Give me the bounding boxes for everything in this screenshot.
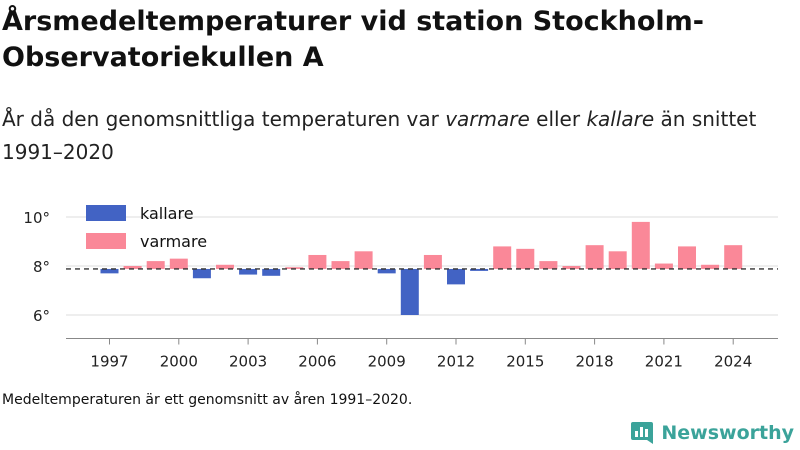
bar-2022 [678, 246, 696, 269]
x-tick-label: 2006 [298, 353, 336, 371]
x-tick-label: 2003 [229, 353, 267, 371]
subtitle-colder: kallare [586, 107, 655, 131]
brand-name: Newsworthy [661, 422, 794, 444]
bar-1997 [100, 268, 119, 274]
brand[interactable]: Newsworthy [629, 420, 794, 446]
bar-2011 [423, 254, 442, 269]
bar-2017 [562, 266, 581, 269]
bar-1998 [123, 266, 142, 269]
x-tick-label: 2024 [714, 353, 752, 371]
bar-2005 [285, 267, 304, 269]
bar-2004 [262, 268, 281, 276]
bar-chart-logo-icon [631, 422, 654, 444]
bar-2023 [701, 264, 720, 269]
bar-2016 [539, 261, 558, 269]
legend-swatch-kallare [86, 205, 126, 221]
footnote: Medeltemperaturen är ett genomsnitt av å… [2, 392, 413, 408]
bar-2021 [654, 263, 673, 269]
bar-2008 [354, 251, 373, 269]
legend-label-kallare: kallare [140, 204, 194, 223]
chart-subtitle: År då den genomsnittliga temperaturen va… [2, 103, 792, 169]
bar-2006 [308, 254, 327, 269]
bar-1999 [146, 261, 165, 269]
x-tick-label: 2015 [506, 353, 544, 371]
bar-chart: 6° 8° 10° 1997 2000 2003 2006 2009 2012 2015 2018 2… [23, 204, 778, 371]
y-tick-label: 6° [33, 307, 50, 325]
bar-2009 [377, 268, 396, 274]
x-tick-label: 2018 [576, 353, 614, 371]
x-tick-label: 1997 [90, 353, 128, 371]
bar-2013 [470, 268, 489, 271]
subtitle-warmer: varmare [445, 107, 530, 131]
bar-2003 [239, 268, 258, 275]
x-tick-label: 2009 [368, 353, 406, 371]
bar-2014 [493, 246, 512, 269]
x-tick-label: 2000 [160, 353, 198, 371]
y-tick-label: 10° [23, 209, 50, 227]
bar-2015 [516, 248, 535, 269]
bar-2001 [192, 268, 211, 279]
bar-2020 [631, 221, 650, 269]
subtitle-before: År då den genomsnittliga temperaturen va… [2, 107, 446, 131]
chart-title: Årsmedeltemperaturer vid station Stockho… [2, 6, 704, 73]
bar-2024 [724, 245, 743, 269]
bar-2010 [400, 268, 419, 315]
bar-2012 [447, 268, 465, 285]
subtitle-mid: eller [529, 107, 587, 131]
legend-swatch-varmare [86, 233, 126, 249]
bar-2007 [331, 261, 350, 269]
y-tick-label: 8° [33, 258, 50, 276]
x-tick-label: 2021 [645, 353, 683, 371]
bar-2019 [608, 251, 627, 269]
x-tick-label: 2012 [437, 353, 475, 371]
subtitle-after: än snittet 1991–2020 [2, 107, 757, 164]
bar-2000 [169, 258, 188, 269]
legend-label-varmare: varmare [140, 232, 207, 251]
bar-2018 [585, 245, 604, 269]
bar-2002 [216, 264, 234, 269]
